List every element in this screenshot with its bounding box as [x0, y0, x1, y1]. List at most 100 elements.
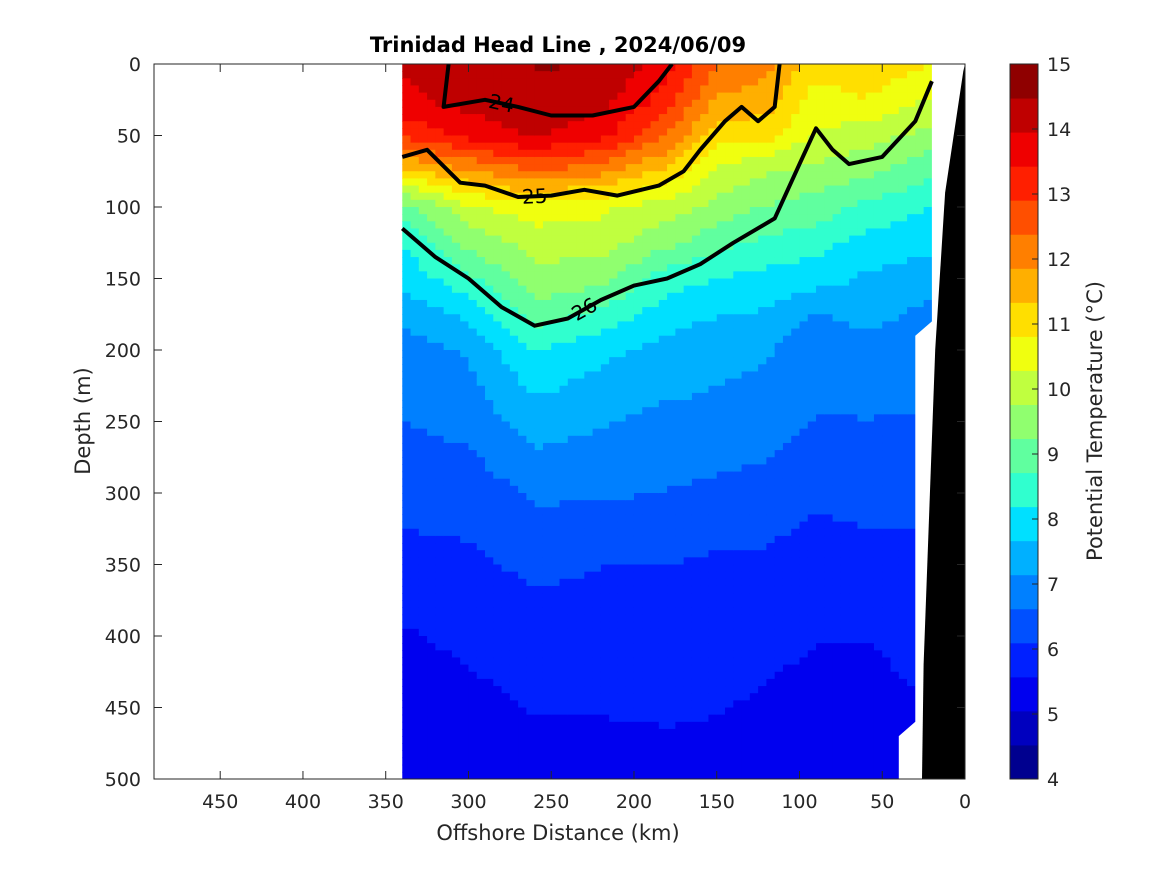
temperature-cell — [650, 78, 660, 87]
temperature-cell — [443, 271, 453, 280]
temperature-cell — [741, 743, 751, 751]
temperature-cell — [451, 693, 461, 701]
temperature-cell — [551, 464, 561, 473]
temperature-cell — [418, 450, 428, 458]
temperature-cell — [716, 106, 726, 115]
temperature-cell — [774, 142, 784, 151]
temperature-cell — [576, 621, 585, 630]
temperature-cell — [700, 693, 710, 701]
temperature-cell — [725, 264, 734, 272]
temperature-cell — [675, 507, 685, 516]
temperature-cell — [476, 571, 486, 580]
temperature-cell — [600, 385, 610, 394]
temperature-cell — [799, 664, 809, 673]
temperature-cell — [667, 700, 676, 709]
temperature-cell — [749, 714, 759, 723]
temperature-cell — [468, 471, 478, 480]
temperature-cell — [691, 664, 701, 673]
temperature-cell — [518, 350, 527, 358]
temperature-cell — [791, 736, 801, 744]
temperature-cell — [451, 128, 461, 137]
temperature-cell — [443, 171, 453, 179]
temperature-cell — [774, 114, 784, 122]
temperature-cell — [683, 178, 693, 187]
temperature-cell — [683, 357, 693, 365]
temperature-cell — [766, 464, 776, 473]
temperature-cell — [410, 407, 420, 415]
temperature-cell — [791, 285, 801, 294]
temperature-cell — [716, 535, 726, 544]
temperature-cell — [534, 771, 544, 779]
temperature-cell — [476, 178, 486, 187]
temperature-cell — [493, 657, 503, 666]
temperature-cell — [708, 450, 718, 458]
temperature-cell — [617, 521, 627, 530]
temperature-cell — [435, 528, 445, 537]
temperature-cell — [675, 271, 685, 280]
temperature-cell — [733, 550, 743, 558]
temperature-cell — [559, 528, 569, 537]
temperature-cell — [758, 242, 767, 251]
temperature-cell — [584, 214, 594, 222]
temperature-cell — [493, 342, 503, 351]
temperature-cell — [609, 550, 619, 558]
temperature-cell — [741, 514, 751, 523]
temperature-cell — [758, 535, 767, 544]
temperature-cell — [584, 743, 594, 751]
temperature-cell — [567, 135, 577, 144]
temperature-cell — [700, 571, 710, 580]
temperature-cell — [410, 636, 420, 644]
temperature-cell — [749, 571, 759, 580]
temperature-cell — [418, 607, 428, 616]
temperature-cell — [708, 757, 718, 766]
temperature-cell — [667, 199, 676, 208]
temperature-cell — [625, 464, 635, 473]
temperature-cell — [410, 593, 420, 601]
temperature-cell — [526, 292, 536, 301]
temperature-cell — [451, 628, 461, 637]
temperature-cell — [708, 171, 718, 179]
temperature-cell — [451, 564, 461, 573]
temperature-cell — [667, 636, 676, 644]
temperature-cell — [774, 392, 784, 401]
temperature-cell — [592, 700, 602, 709]
temperature-cell — [584, 350, 594, 358]
temperature-cell — [774, 671, 784, 680]
temperature-cell — [427, 314, 436, 322]
temperature-cell — [468, 764, 478, 773]
temperature-cell — [658, 757, 668, 766]
temperature-cell — [551, 471, 561, 480]
temperature-cell — [733, 299, 743, 308]
temperature-cell — [675, 414, 685, 423]
temperature-cell — [675, 185, 685, 194]
temperature-cell — [592, 392, 602, 401]
temperature-cell — [509, 185, 519, 194]
temperature-cell — [551, 664, 561, 673]
temperature-cell — [733, 171, 743, 179]
temperature-cell — [526, 528, 536, 537]
temperature-cell — [460, 764, 470, 773]
temperature-cell — [410, 178, 420, 187]
temperature-cell — [526, 307, 536, 315]
temperature-cell — [509, 114, 519, 122]
temperature-cell — [468, 85, 478, 94]
temperature-cell — [700, 128, 710, 137]
temperature-cell — [427, 207, 436, 215]
temperature-cell — [700, 521, 710, 530]
temperature-cell — [700, 400, 710, 408]
temperature-cell — [476, 192, 486, 201]
temperature-cell — [427, 357, 436, 365]
temperature-cell — [435, 85, 445, 94]
temperature-cell — [667, 571, 676, 580]
temperature-cell — [551, 607, 561, 616]
temperature-cell — [476, 500, 486, 508]
temperature-cell — [509, 264, 519, 272]
temperature-cell — [749, 521, 759, 530]
temperature-cell — [418, 106, 428, 115]
temperature-cell — [609, 671, 619, 680]
temperature-cell — [443, 142, 453, 151]
temperature-cell — [567, 614, 577, 623]
temperature-cell — [708, 314, 718, 322]
temperature-cell — [542, 750, 552, 759]
temperature-cell — [584, 621, 594, 630]
